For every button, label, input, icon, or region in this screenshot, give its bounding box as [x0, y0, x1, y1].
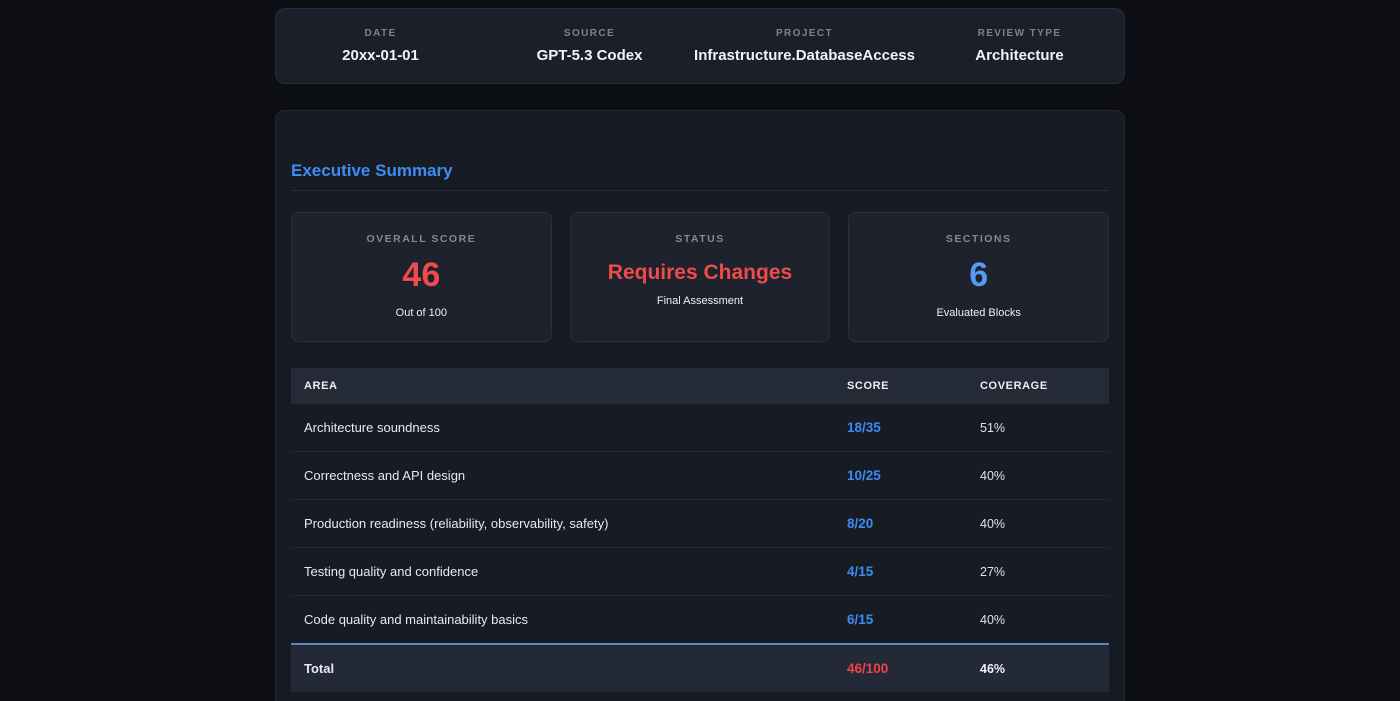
executive-summary-panel: Executive Summary OVERALL SCORE 46 Out o… [275, 110, 1125, 701]
status-value: Requires Changes [607, 261, 793, 284]
stat-cards: OVERALL SCORE 46 Out of 100 STATUS Requi… [291, 212, 1109, 342]
meta-field-review-type: REVIEW TYPE Architecture [915, 28, 1124, 64]
coverage-cell: 40% [967, 595, 1109, 644]
status-card: STATUS Requires Changes Final Assessment [569, 212, 831, 342]
meta-value-project: Infrastructure.DatabaseAccess [694, 47, 915, 64]
overall-score-card: OVERALL SCORE 46 Out of 100 [291, 212, 552, 342]
page-title: Executive Summary [291, 161, 453, 180]
score-table: AREA SCORE COVERAGE Architecture soundne… [291, 368, 1109, 692]
meta-value-date: 20xx-01-01 [342, 47, 419, 64]
meta-field-date: DATE 20xx-01-01 [276, 28, 485, 64]
score-cell: 18/35 [847, 420, 881, 435]
meta-bar: DATE 20xx-01-01 SOURCE GPT-5.3 Codex PRO… [275, 8, 1125, 84]
table-row: Architecture soundness 18/35 51% [291, 404, 1109, 452]
sections-card: SECTIONS 6 Evaluated Blocks [848, 212, 1109, 342]
score-cell: 8/20 [834, 499, 967, 548]
total-coverage: 46% [967, 643, 1109, 692]
area-cell: Testing quality and confidence [291, 547, 834, 596]
meta-label: DATE [364, 28, 397, 39]
column-header-coverage: COVERAGE [967, 368, 1109, 404]
card-caption: Final Assessment [656, 295, 744, 308]
meta-label: REVIEW TYPE [977, 28, 1062, 39]
report-page: DATE 20xx-01-01 SOURCE GPT-5.3 Codex PRO… [275, 0, 1125, 701]
area-cell: Architecture soundness [304, 420, 440, 435]
score-table-header: AREA SCORE COVERAGE [291, 368, 1109, 404]
score-cell: 10/25 [834, 451, 967, 500]
overall-score-value: 46 [402, 256, 441, 294]
card-label: SECTIONS [945, 233, 1012, 245]
coverage-cell: 51% [980, 420, 1006, 435]
table-row: Production readiness (reliability, obser… [291, 499, 1109, 548]
table-total-row: Total 46/100 46% [291, 643, 1109, 692]
table-row: Correctness and API design 10/25 40% [291, 451, 1109, 500]
meta-field-project: PROJECT Infrastructure.DatabaseAccess [694, 28, 915, 64]
coverage-cell: 27% [967, 547, 1109, 596]
meta-label: PROJECT [775, 28, 834, 39]
card-label: OVERALL SCORE [366, 233, 477, 245]
card-caption: Out of 100 [395, 307, 448, 320]
total-label: Total [291, 643, 834, 692]
area-cell: Correctness and API design [291, 451, 834, 500]
coverage-cell: 40% [967, 499, 1109, 548]
card-caption: Evaluated Blocks [936, 307, 1021, 320]
table-row: Testing quality and confidence 4/15 27% [291, 547, 1109, 596]
card-label: STATUS [675, 233, 725, 245]
coverage-cell: 40% [967, 451, 1109, 500]
meta-label: SOURCE [563, 28, 616, 39]
score-cell: 6/15 [834, 595, 967, 644]
meta-field-source: SOURCE GPT-5.3 Codex [485, 28, 694, 64]
table-row: Code quality and maintainability basics … [291, 595, 1109, 644]
score-cell: 4/15 [834, 547, 967, 596]
column-header-area: AREA [291, 368, 834, 404]
area-cell: Code quality and maintainability basics [291, 595, 834, 644]
title-divider [291, 190, 1109, 191]
total-score: 46/100 [834, 643, 967, 692]
area-cell: Production readiness (reliability, obser… [291, 499, 834, 548]
sections-value: 6 [969, 256, 989, 294]
meta-value-review-type: Architecture [975, 47, 1064, 64]
column-header-score: SCORE [834, 368, 967, 404]
meta-value-source: GPT-5.3 Codex [536, 47, 643, 64]
